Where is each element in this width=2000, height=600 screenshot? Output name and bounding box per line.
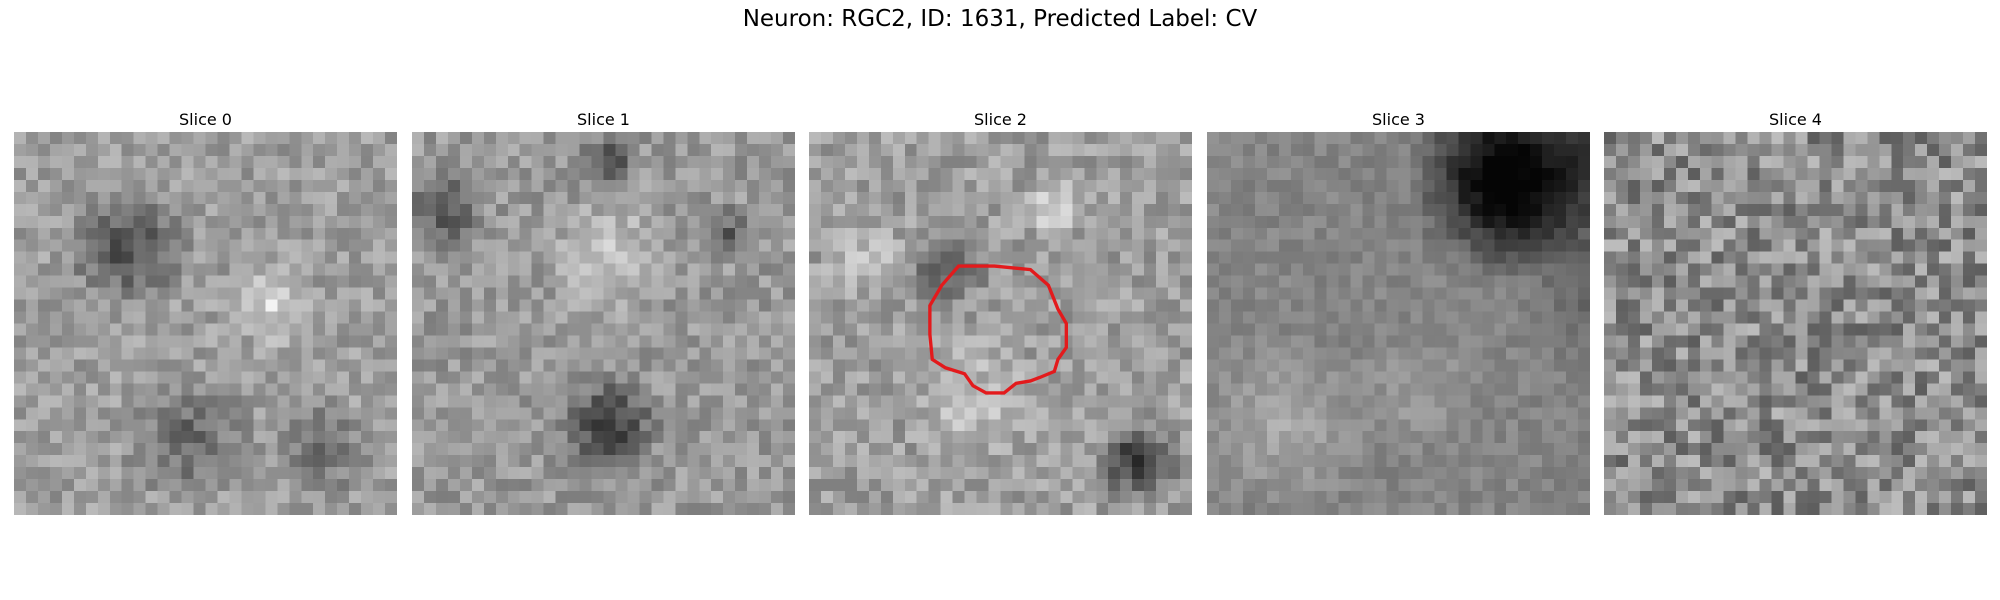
- slice-image: [809, 132, 1192, 515]
- figure-title: Neuron: RGC2, ID: 1631, Predicted Label:…: [742, 6, 1258, 32]
- panel-title: Slice 1: [577, 110, 630, 129]
- slice-image: [14, 132, 397, 515]
- slice-image: [412, 132, 795, 515]
- panel-slice-1: Slice 1: [412, 108, 795, 515]
- panel-slice-3: Slice 3: [1207, 108, 1590, 515]
- panel-slice-4: Slice 4: [1604, 108, 1987, 515]
- panel-slice-0: Slice 0: [14, 108, 397, 515]
- panel-title: Slice 2: [974, 110, 1027, 129]
- panel-title: Slice 4: [1769, 110, 1822, 129]
- slice-image: [1604, 132, 1987, 515]
- panel-title: Slice 0: [179, 110, 232, 129]
- slice-image: [1207, 132, 1590, 515]
- panel-slice-2: Slice 2: [809, 108, 1192, 515]
- cell-contour: [928, 264, 1069, 395]
- panel-title: Slice 3: [1372, 110, 1425, 129]
